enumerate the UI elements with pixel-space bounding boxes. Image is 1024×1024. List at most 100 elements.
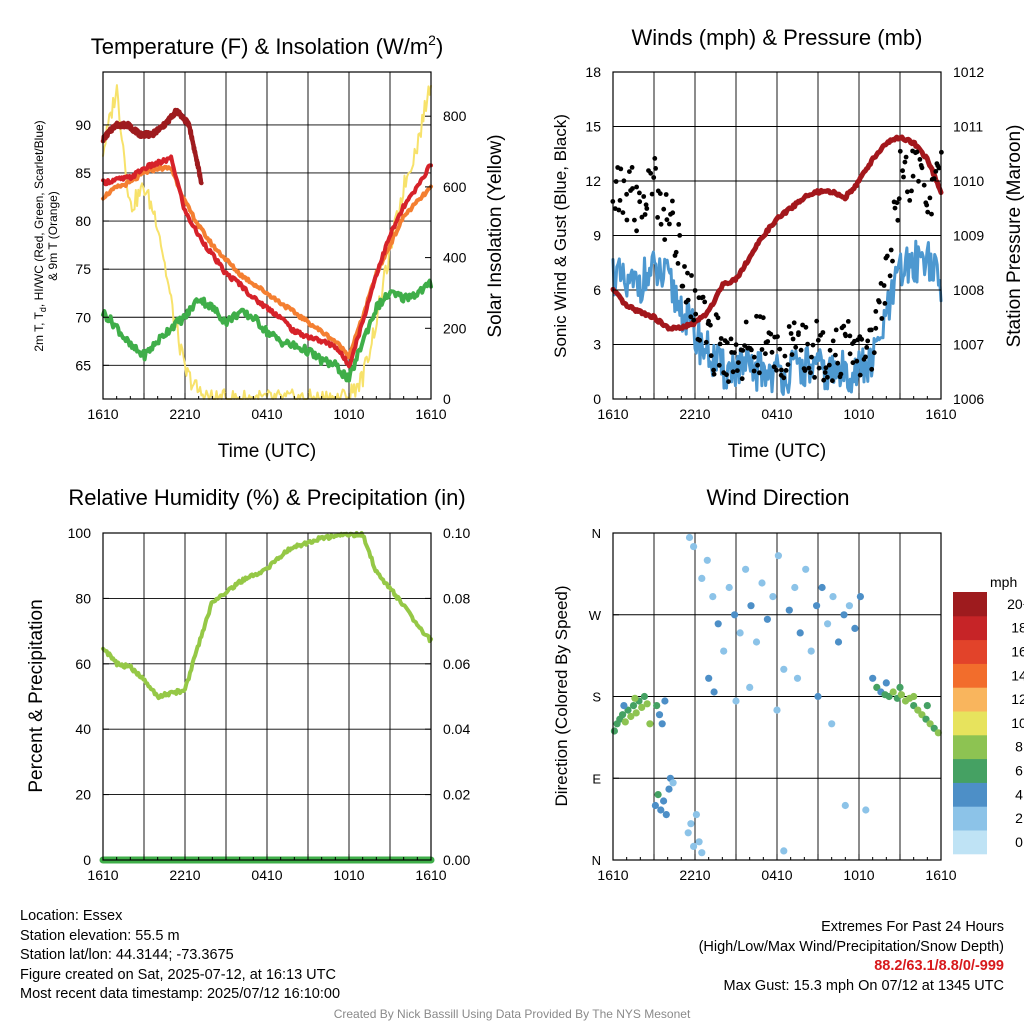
gust-point <box>726 379 731 384</box>
gust-point <box>643 202 649 208</box>
gust-point <box>627 169 632 175</box>
gust-point <box>621 178 627 184</box>
direction-point <box>631 694 639 702</box>
gust-point <box>827 347 833 353</box>
gust-point <box>859 336 865 342</box>
direction-point <box>763 615 772 623</box>
gust-point <box>618 166 624 172</box>
series-line-relative-humidity <box>101 531 433 701</box>
gust-point <box>769 349 775 355</box>
gust-point <box>664 217 670 223</box>
location-text: Location: Essex <box>20 908 123 924</box>
y-tick-label: 100 <box>68 525 92 541</box>
gust-point <box>735 368 740 373</box>
gust-point <box>751 354 757 360</box>
wind-y2-axis-label: Station Pressure (Maroon) <box>1004 125 1024 348</box>
direction-point <box>856 593 865 601</box>
colorbar-swatch <box>953 734 987 760</box>
direction-point <box>651 801 660 810</box>
direction-point <box>742 565 750 573</box>
direction-point <box>934 729 942 737</box>
colorbar-swatch <box>953 758 987 783</box>
gust-point <box>691 317 697 323</box>
credit-text: Created By Nick Bassill Using Data Provi… <box>333 1007 691 1021</box>
gust-point <box>670 210 676 216</box>
direction-point <box>655 711 664 719</box>
colorbar-label: 16 <box>1011 644 1024 660</box>
colorbar-swatch <box>953 687 987 712</box>
gust-point <box>736 360 741 365</box>
gust-point <box>881 283 887 288</box>
gust-point <box>763 351 768 357</box>
gust-point <box>730 369 736 375</box>
direction-point <box>807 647 815 655</box>
y2-tick-label: 1006 <box>953 391 984 407</box>
gust-point <box>826 362 832 368</box>
direction-point <box>862 806 870 814</box>
gust-point <box>774 367 779 373</box>
gust-point <box>917 157 923 162</box>
y2-tick-label: 1012 <box>953 64 984 80</box>
gust-point <box>624 191 629 197</box>
direction-point <box>747 602 755 610</box>
gust-point <box>662 237 668 243</box>
gust-point <box>765 339 771 344</box>
x-tick-label: 2210 <box>169 406 200 422</box>
x-tick-label: 0410 <box>761 867 792 883</box>
direction-point <box>793 674 802 682</box>
gust-point <box>905 189 910 195</box>
direction-point <box>698 849 706 857</box>
y-tick-label: W <box>589 608 602 623</box>
direction-point <box>752 638 761 646</box>
direction-point <box>710 688 718 696</box>
y2-tick-label: 0.08 <box>443 590 470 606</box>
direction-point <box>638 703 646 712</box>
gust-point <box>869 366 875 372</box>
rh-y-axis-label: Percent & Precipitation <box>26 599 47 792</box>
gust-point <box>711 367 716 373</box>
gust-point <box>803 324 809 330</box>
direction-point <box>828 720 836 728</box>
gust-point <box>810 342 816 348</box>
direction-point <box>780 847 788 855</box>
gust-point <box>835 360 841 366</box>
y2-tick-label: 0 <box>443 391 451 407</box>
gust-point <box>909 188 914 194</box>
direction-point <box>621 718 629 726</box>
rh-title: Relative Humidity (%) & Precipitation (i… <box>68 485 465 510</box>
direction-point <box>840 611 848 619</box>
direction-point <box>629 702 638 710</box>
gust-point <box>786 324 792 329</box>
gust-point <box>724 340 730 346</box>
temperature-panel: Temperature (F) & Insolation (W/m2) 1610… <box>32 32 506 462</box>
colorbar-swatch <box>953 639 987 664</box>
gust-point <box>760 315 766 321</box>
gust-point <box>716 362 722 368</box>
series-line-station-pressure <box>610 134 944 332</box>
direction-point <box>774 552 783 560</box>
gust-point <box>771 364 777 370</box>
direction-point <box>746 683 754 692</box>
gust-point <box>821 377 827 383</box>
x-tick-label: 0410 <box>761 406 792 422</box>
y2-tick-label: 0.00 <box>443 852 470 868</box>
x-tick-label: 2210 <box>169 867 200 883</box>
gust-point <box>823 365 829 371</box>
gust-point <box>864 345 870 350</box>
gust-point <box>649 191 655 197</box>
gust-point <box>869 327 874 333</box>
gust-point <box>661 206 667 212</box>
gust-point <box>901 174 906 180</box>
direction-point <box>813 602 821 610</box>
gust-point <box>740 348 746 353</box>
temp-title: Temperature (F) & Insolation (W/m2) <box>91 32 444 59</box>
gust-point <box>733 342 739 348</box>
y-tick-label: S <box>592 690 601 705</box>
gust-point <box>833 352 838 358</box>
gust-point <box>936 165 942 171</box>
colorbar-swatch <box>953 615 987 641</box>
gust-point <box>755 362 760 368</box>
colorbar-swatch <box>953 663 987 688</box>
direction-point <box>882 679 890 687</box>
gust-point <box>873 325 879 331</box>
